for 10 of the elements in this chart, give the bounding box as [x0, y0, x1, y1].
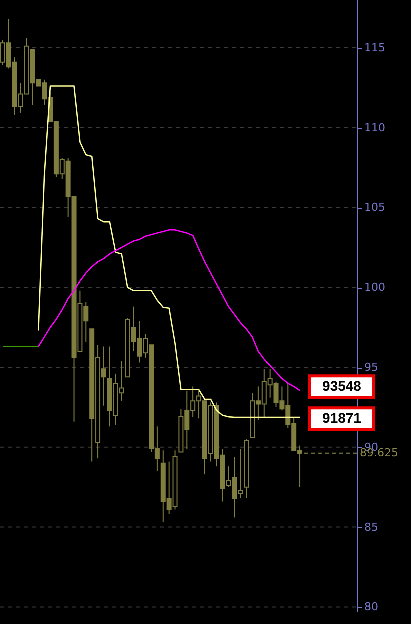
y-tick-label: 95 — [364, 361, 378, 374]
text: 93548 — [322, 378, 362, 394]
y-tick-label: 105 — [364, 201, 386, 214]
y-tick-label: 110 — [364, 121, 386, 134]
y-tick-label: 85 — [364, 520, 378, 534]
text: 91871 — [322, 410, 362, 426]
y-tick-label: 80 — [364, 600, 378, 614]
line-series — [38, 229, 301, 392]
y-tick-label: 115 — [364, 41, 386, 54]
y-tick-label: 100 — [364, 281, 386, 294]
